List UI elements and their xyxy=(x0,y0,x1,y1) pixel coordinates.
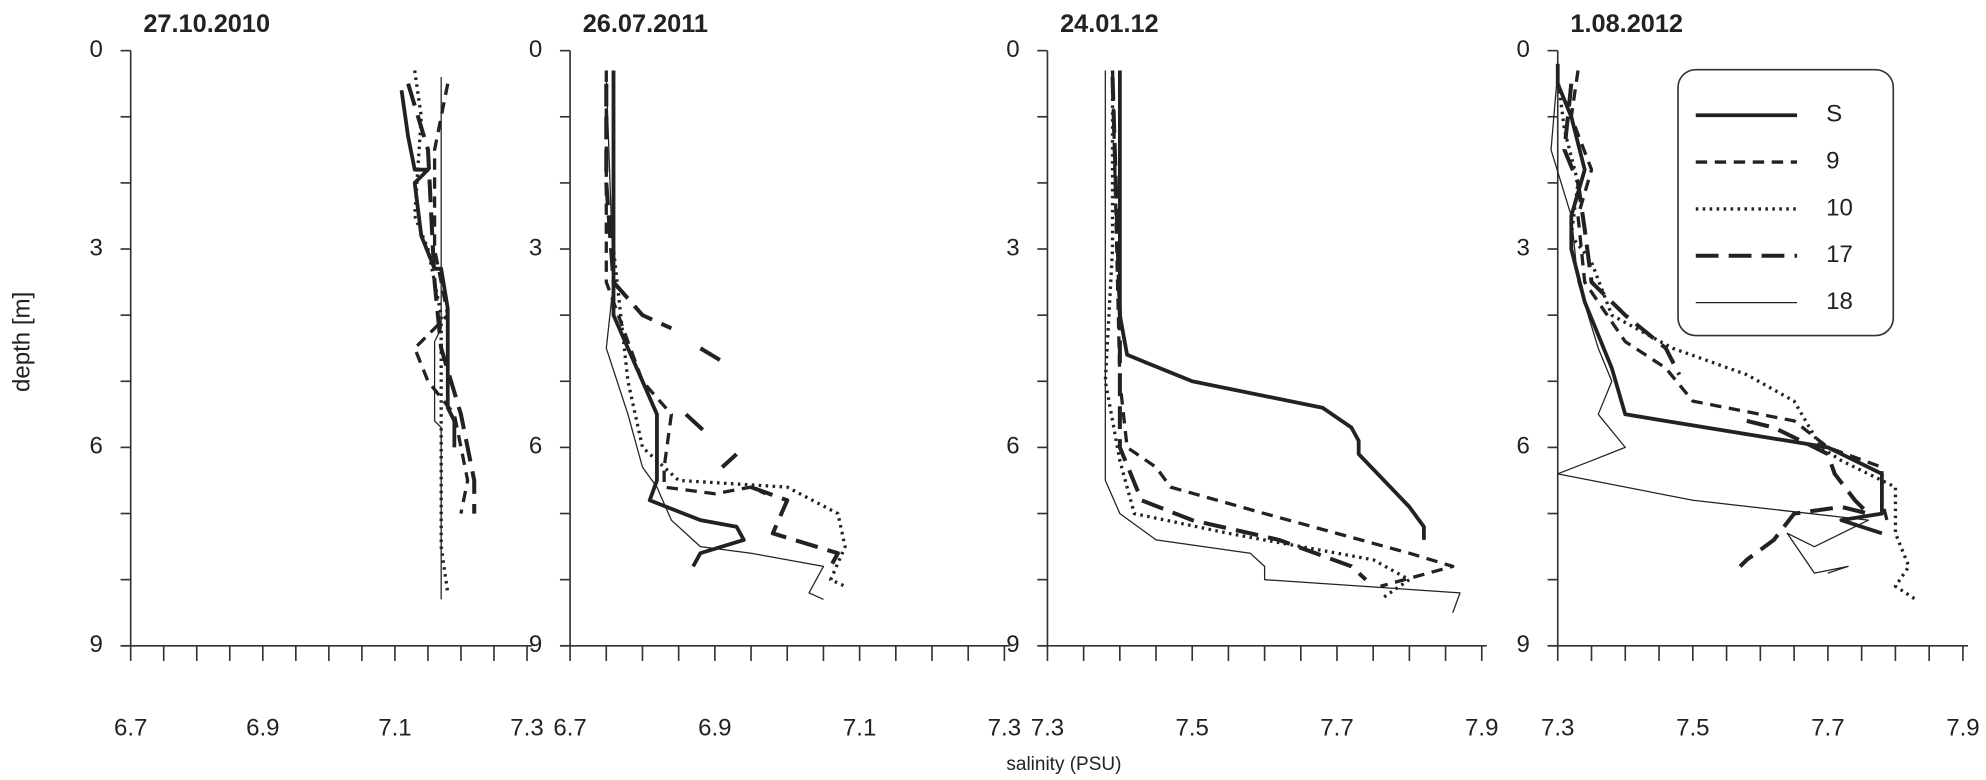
y-tick-label: 3 xyxy=(1517,234,1530,261)
x-tick-label: 7.1 xyxy=(378,715,411,742)
series-line xyxy=(1103,70,1411,601)
x-tick-label: 7.7 xyxy=(1811,715,1844,742)
y-tick-label: 9 xyxy=(529,631,542,658)
x-tick-label: 7.1 xyxy=(843,715,876,742)
x-tick-label: 7.3 xyxy=(510,715,543,742)
series-line xyxy=(604,70,767,496)
x-tick-label: 6.9 xyxy=(246,715,279,742)
y-tick-label: 0 xyxy=(89,36,102,63)
series-line xyxy=(433,77,442,600)
y-tick-label: 6 xyxy=(529,433,542,460)
series-line xyxy=(1569,70,1891,528)
y-tick-label: 9 xyxy=(89,631,102,658)
series-line xyxy=(406,83,477,514)
x-tick-label: 7.5 xyxy=(1676,715,1709,742)
x-tick-label: 7.9 xyxy=(1946,715,1979,742)
chart-title: 1.08.2012 xyxy=(1570,10,1683,38)
series-line xyxy=(604,83,840,568)
legend-box xyxy=(1677,68,1895,337)
x-tick-label: 7.5 xyxy=(1176,715,1209,742)
series-line xyxy=(1555,63,1884,536)
legend-label: 18 xyxy=(1826,288,1853,315)
series-line xyxy=(413,70,450,594)
series-line xyxy=(605,77,825,601)
legend-label: 10 xyxy=(1826,194,1853,221)
series-line xyxy=(399,90,457,448)
y-tick-label: 0 xyxy=(1517,36,1530,63)
series-line xyxy=(1110,70,1455,588)
x-tick-label: 6.7 xyxy=(114,715,147,742)
series-line xyxy=(1104,70,1461,613)
y-tick-label: 6 xyxy=(89,433,102,460)
y-tick-label: 3 xyxy=(529,234,542,261)
series-line xyxy=(1556,76,1917,601)
series-line xyxy=(1562,83,1871,568)
series-line xyxy=(1550,70,1869,574)
x-tick-label: 7.3 xyxy=(1031,715,1064,742)
x-tick-label: 7.7 xyxy=(1320,715,1353,742)
y-tick-label: 9 xyxy=(1517,631,1530,658)
legend-label: 9 xyxy=(1826,147,1839,174)
y-tick-label: 9 xyxy=(1006,631,1019,658)
series-line xyxy=(1110,77,1368,582)
legend-label: S xyxy=(1826,101,1842,128)
x-tick-label: 6.7 xyxy=(553,715,586,742)
x-tick-label: 7.3 xyxy=(1541,715,1574,742)
x-axis-label: salinity (PSU) xyxy=(1006,754,1121,775)
y-tick-label: 3 xyxy=(1006,234,1019,261)
y-tick-label: 0 xyxy=(1006,36,1019,63)
y-tick-label: 0 xyxy=(529,36,542,63)
x-tick-label: 6.9 xyxy=(698,715,731,742)
chart-title: 24.01.12 xyxy=(1060,10,1159,38)
y-tick-label: 3 xyxy=(89,234,102,261)
series-line xyxy=(611,70,746,568)
series-line xyxy=(1117,70,1426,540)
series-line xyxy=(611,70,847,588)
chart-title: 26.07.2011 xyxy=(583,10,708,38)
series-line xyxy=(413,83,470,514)
x-tick-label: 7.9 xyxy=(1465,715,1498,742)
chart-title: 27.10.2010 xyxy=(143,10,270,38)
legend-label: 17 xyxy=(1826,241,1853,268)
x-tick-label: 7.3 xyxy=(988,715,1021,742)
y-tick-label: 6 xyxy=(1517,433,1530,460)
y-tick-label: 6 xyxy=(1006,433,1019,460)
y-axis-label: depth [m] xyxy=(8,292,35,392)
